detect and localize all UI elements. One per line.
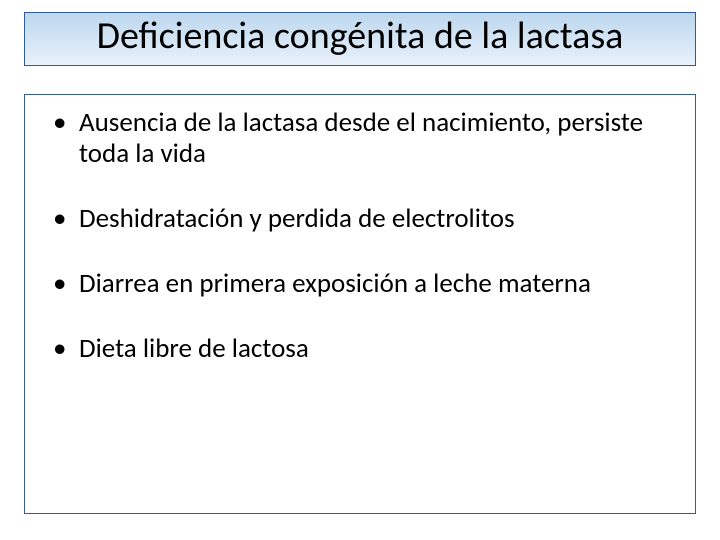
list-item: Dieta libre de lactosa: [41, 333, 679, 364]
content-container: Ausencia de la lactasa desde el nacimien…: [24, 94, 696, 514]
slide: Deficiencia congénita de la lactasa Ause…: [0, 0, 720, 540]
list-item: Deshidratación y perdida de electrolitos: [41, 203, 679, 234]
bullet-list: Ausencia de la lactasa desde el nacimien…: [41, 107, 679, 364]
list-item: Diarrea en primera exposición a leche ma…: [41, 268, 679, 299]
title-container: Deficiencia congénita de la lactasa: [24, 12, 696, 66]
list-item: Ausencia de la lactasa desde el nacimien…: [41, 107, 679, 169]
slide-title: Deficiencia congénita de la lactasa: [37, 17, 683, 57]
